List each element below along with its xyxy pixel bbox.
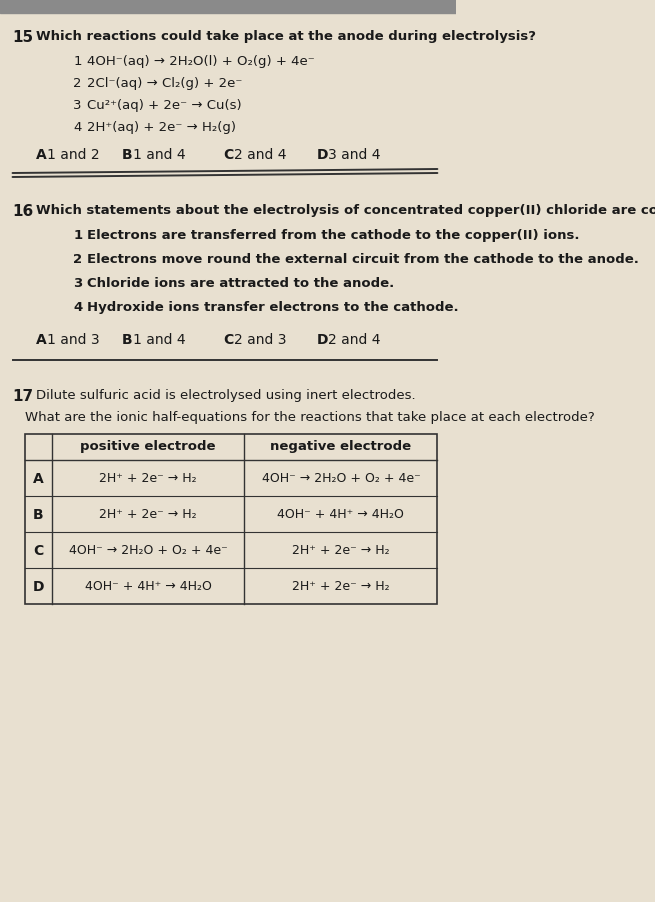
Text: 2 and 3: 2 and 3 [234,333,286,346]
Text: 1 and 2: 1 and 2 [47,148,100,161]
Text: 4: 4 [73,300,83,314]
Text: 1 and 4: 1 and 4 [133,148,185,161]
Text: 4: 4 [73,121,81,133]
Text: D: D [317,333,328,346]
Text: 4OH⁻ → 2H₂O + O₂ + 4e⁻: 4OH⁻ → 2H₂O + O₂ + 4e⁻ [69,543,227,557]
Text: Dilute sulfuric acid is electrolysed using inert electrodes.: Dilute sulfuric acid is electrolysed usi… [36,389,416,401]
Text: C: C [223,333,233,346]
Text: Which statements about the electrolysis of concentrated copper(II) chloride are : Which statements about the electrolysis … [36,204,655,216]
Text: Which reactions could take place at the anode during electrolysis?: Which reactions could take place at the … [36,30,536,43]
Text: 15: 15 [12,30,33,45]
Text: 4OH⁻ + 4H⁺ → 4H₂O: 4OH⁻ + 4H⁺ → 4H₂O [278,508,404,520]
Text: B: B [122,148,132,161]
Text: 2 and 4: 2 and 4 [234,148,286,161]
Text: 1 and 4: 1 and 4 [133,333,185,346]
Text: What are the ionic half-equations for the reactions that take place at each elec: What are the ionic half-equations for th… [25,410,595,424]
Text: 17: 17 [12,389,33,403]
Text: B: B [122,333,132,346]
Text: D: D [33,579,44,594]
Text: 2: 2 [73,77,82,90]
Text: 4OH⁻ → 2H₂O + O₂ + 4e⁻: 4OH⁻ → 2H₂O + O₂ + 4e⁻ [261,472,421,484]
Text: A: A [36,148,47,161]
Text: 3: 3 [73,99,82,112]
Text: 2H⁺ + 2e⁻ → H₂: 2H⁺ + 2e⁻ → H₂ [99,472,196,484]
Text: B: B [33,508,44,521]
Text: 16: 16 [12,204,34,219]
Text: 4OH⁻(aq) → 2H₂O(l) + O₂(g) + 4e⁻: 4OH⁻(aq) → 2H₂O(l) + O₂(g) + 4e⁻ [87,55,315,68]
Text: A: A [33,472,44,485]
Text: A: A [36,333,47,346]
Text: Electrons are transferred from the cathode to the copper(II) ions.: Electrons are transferred from the catho… [87,229,580,242]
Text: 2Cl⁻(aq) → Cl₂(g) + 2e⁻: 2Cl⁻(aq) → Cl₂(g) + 2e⁻ [87,77,242,90]
Text: 1: 1 [73,55,82,68]
Text: C: C [33,543,43,557]
Text: positive electrode: positive electrode [81,439,215,453]
Text: 2H⁺(aq) + 2e⁻ → H₂(g): 2H⁺(aq) + 2e⁻ → H₂(g) [87,121,236,133]
Text: 2 and 4: 2 and 4 [328,333,381,346]
Text: 1 and 3: 1 and 3 [47,333,100,346]
Text: 1: 1 [73,229,83,242]
Text: 3: 3 [73,277,83,290]
Text: 2H⁺ + 2e⁻ → H₂: 2H⁺ + 2e⁻ → H₂ [99,508,196,520]
Text: 4OH⁻ + 4H⁺ → 4H₂O: 4OH⁻ + 4H⁺ → 4H₂O [84,579,212,593]
Text: Cu²⁺(aq) + 2e⁻ → Cu(s): Cu²⁺(aq) + 2e⁻ → Cu(s) [87,99,242,112]
Text: Hydroxide ions transfer electrons to the cathode.: Hydroxide ions transfer electrons to the… [87,300,458,314]
Text: C: C [223,148,233,161]
Text: Chloride ions are attracted to the anode.: Chloride ions are attracted to the anode… [87,277,394,290]
Text: 2: 2 [73,253,83,266]
Bar [0,0,456,14]
Text: D: D [317,148,328,161]
Text: Electrons move round the external circuit from the cathode to the anode.: Electrons move round the external circui… [87,253,639,266]
Text: 2H⁺ + 2e⁻ → H₂: 2H⁺ + 2e⁻ → H₂ [292,543,390,557]
Bar [25,435,438,604]
Text: 3 and 4: 3 and 4 [328,148,381,161]
Text: negative electrode: negative electrode [271,439,411,453]
Text: 2H⁺ + 2e⁻ → H₂: 2H⁺ + 2e⁻ → H₂ [292,579,390,593]
